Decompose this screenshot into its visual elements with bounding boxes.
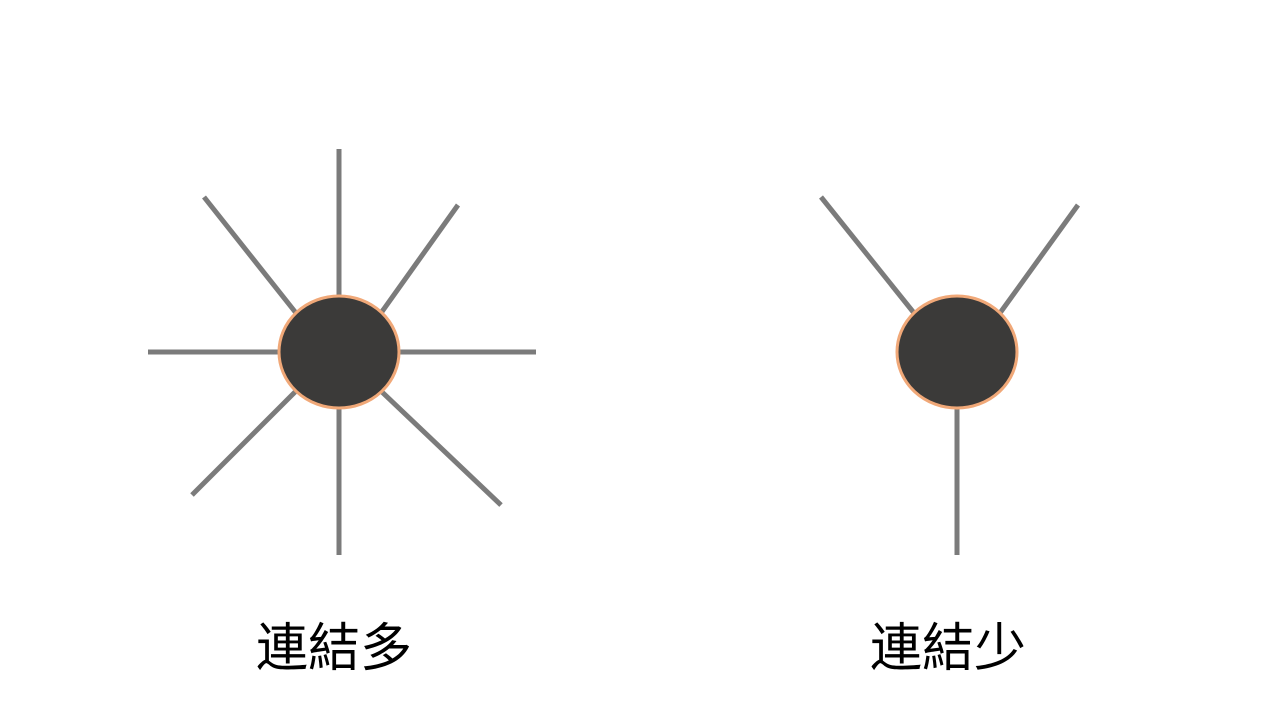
left-node-label: 連結多 xyxy=(255,619,412,679)
left-edge-3 xyxy=(378,203,461,315)
left-node-circle xyxy=(277,294,401,410)
left-edge-2 xyxy=(202,195,298,315)
right-edge-2 xyxy=(997,203,1081,315)
right-node-label: 連結少 xyxy=(869,619,1026,679)
right-hub-diagram xyxy=(819,195,1081,555)
left-hub-diagram xyxy=(148,149,536,555)
right-node-circle xyxy=(895,294,1019,410)
right-edge-1 xyxy=(819,195,916,315)
left-edge-6 xyxy=(190,389,298,497)
left-edge-8 xyxy=(379,389,503,507)
